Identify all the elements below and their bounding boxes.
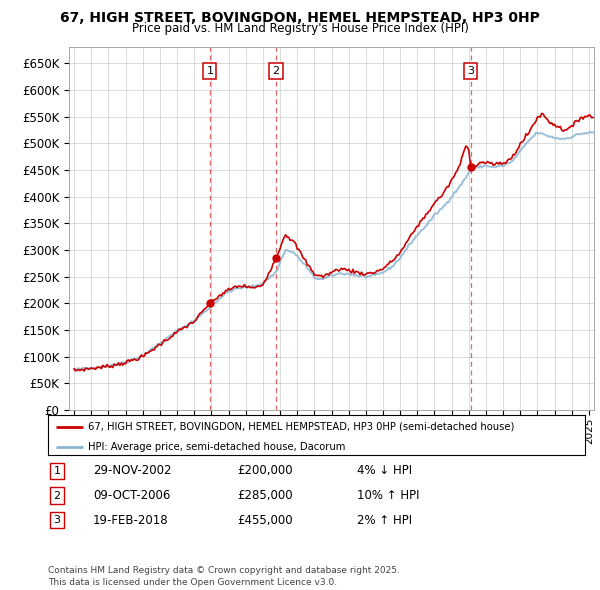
- Text: 67, HIGH STREET, BOVINGDON, HEMEL HEMPSTEAD, HP3 0HP: 67, HIGH STREET, BOVINGDON, HEMEL HEMPST…: [60, 11, 540, 25]
- Text: 3: 3: [467, 66, 475, 76]
- Text: Price paid vs. HM Land Registry's House Price Index (HPI): Price paid vs. HM Land Registry's House …: [131, 22, 469, 35]
- Text: £200,000: £200,000: [237, 464, 293, 477]
- Text: 1: 1: [53, 466, 61, 476]
- Text: HPI: Average price, semi-detached house, Dacorum: HPI: Average price, semi-detached house,…: [88, 442, 346, 452]
- Text: 3: 3: [53, 516, 61, 525]
- Text: 1: 1: [206, 66, 214, 76]
- Text: 19-FEB-2018: 19-FEB-2018: [93, 514, 169, 527]
- Text: 4% ↓ HPI: 4% ↓ HPI: [357, 464, 412, 477]
- Text: £285,000: £285,000: [237, 489, 293, 502]
- Text: 10% ↑ HPI: 10% ↑ HPI: [357, 489, 419, 502]
- Text: 2% ↑ HPI: 2% ↑ HPI: [357, 514, 412, 527]
- Text: Contains HM Land Registry data © Crown copyright and database right 2025.
This d: Contains HM Land Registry data © Crown c…: [48, 566, 400, 587]
- Text: £455,000: £455,000: [237, 514, 293, 527]
- Text: 2: 2: [53, 491, 61, 500]
- Text: 67, HIGH STREET, BOVINGDON, HEMEL HEMPSTEAD, HP3 0HP (semi-detached house): 67, HIGH STREET, BOVINGDON, HEMEL HEMPST…: [88, 422, 515, 432]
- Text: 2: 2: [272, 66, 280, 76]
- Text: 29-NOV-2002: 29-NOV-2002: [93, 464, 172, 477]
- Text: 09-OCT-2006: 09-OCT-2006: [93, 489, 170, 502]
